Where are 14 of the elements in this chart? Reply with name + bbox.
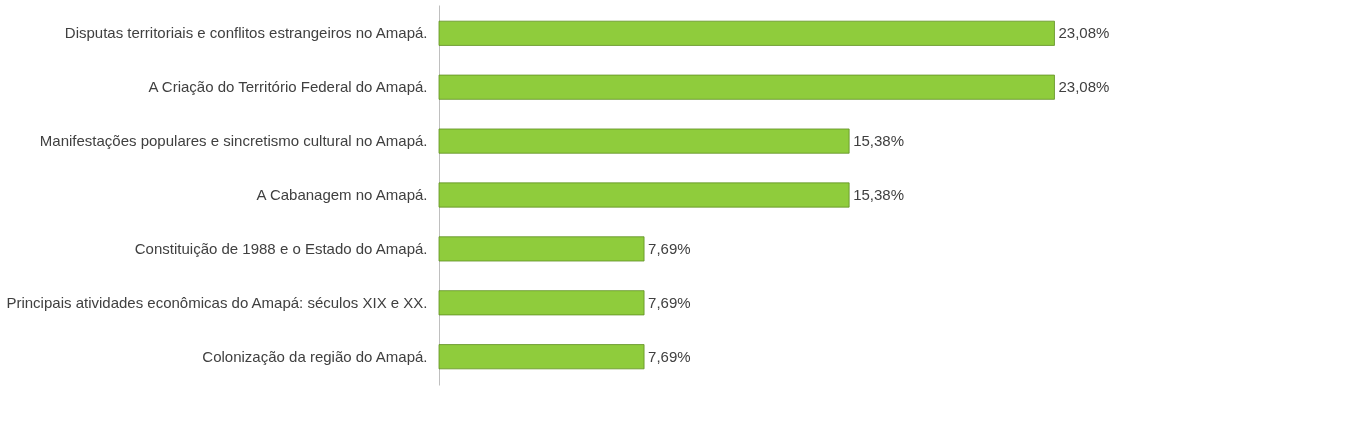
data-label: 7,69% xyxy=(648,347,691,365)
data-label: 23,08% xyxy=(1058,78,1110,96)
data-label: 15,38% xyxy=(853,132,905,150)
data-label: 15,38% xyxy=(853,186,905,203)
y-tick-label: Colonização da região do Amapá. xyxy=(202,347,428,365)
data-label: 7,69% xyxy=(648,293,691,311)
data-label: 23,08% xyxy=(1058,24,1110,42)
y-tick-label: A Cabanagem no Amapá. xyxy=(256,186,428,203)
y-tick-label: Constituição de 1988 e o Estado do Amapá. xyxy=(134,239,428,257)
data-label: 7,69% xyxy=(648,239,691,257)
y-tick-label: A Criação do Território Federal do Amapá. xyxy=(148,78,428,96)
y-tick-label: Manifestações populares e sincretismo cultural no Amapá. xyxy=(39,132,428,150)
y-tick-label: Disputas territoriais e conflitos estrangeiros no Amapá. xyxy=(64,24,428,42)
y-tick-label: Principais atividades econômicas do Amapá: séculos XIX e XX. xyxy=(6,293,428,311)
